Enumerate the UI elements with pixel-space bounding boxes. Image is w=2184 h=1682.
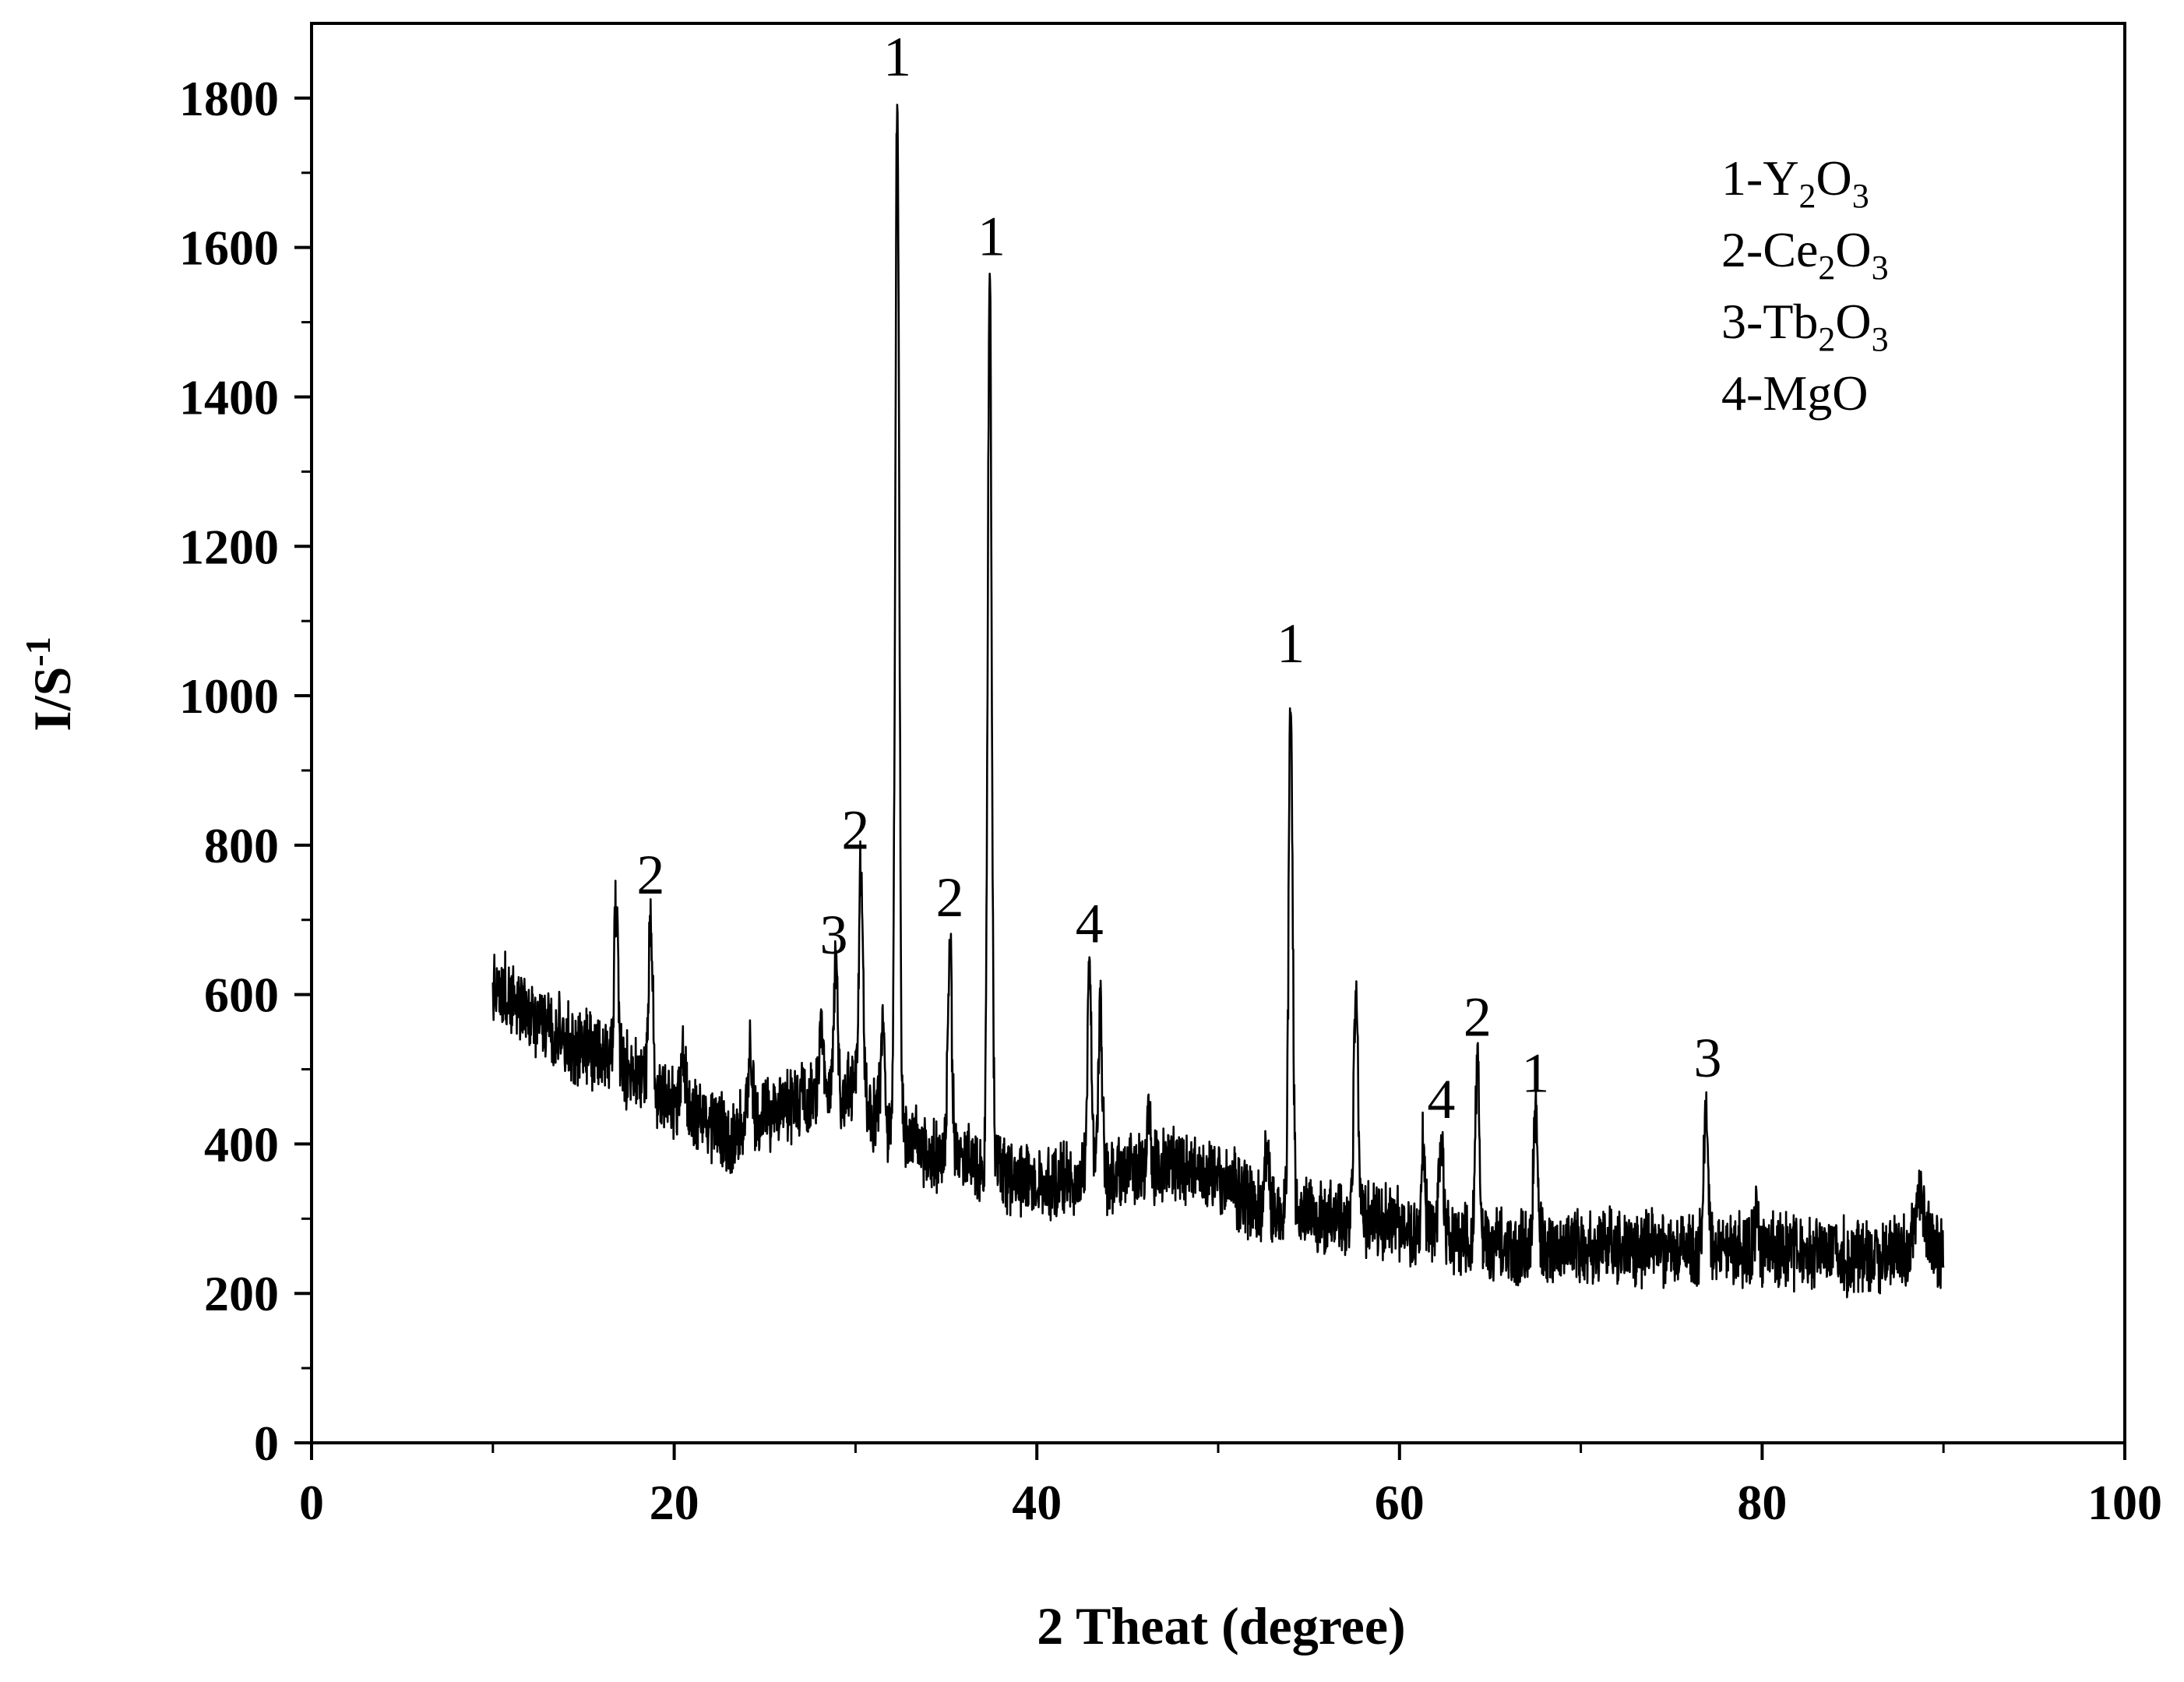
legend-entry-prefix: 2- bbox=[1721, 222, 1763, 277]
legend-entry-prefix: 1- bbox=[1721, 150, 1763, 206]
legend-entry: 2-Ce2O3 bbox=[1721, 222, 1889, 287]
peak-label: 2 bbox=[935, 866, 963, 929]
y-tick-label: 800 bbox=[204, 818, 279, 873]
x-tick-label: 60 bbox=[1375, 1475, 1425, 1530]
peak-label: 1 bbox=[978, 205, 1006, 267]
legend-formula-part: O bbox=[1816, 150, 1852, 206]
legend-subscript: 3 bbox=[1872, 320, 1889, 358]
legend-subscript: 3 bbox=[1872, 249, 1889, 287]
x-axis-ticks: 0 20 40 60 80 100 bbox=[299, 1443, 2162, 1530]
y-tick-label: 200 bbox=[204, 1266, 279, 1321]
x-axis-title: 2 Theat (degree) bbox=[1037, 1596, 1405, 1656]
peak-label: 3 bbox=[1694, 1027, 1722, 1089]
legend-entry-prefix: 3- bbox=[1721, 294, 1763, 349]
peak-label: 1 bbox=[1521, 1042, 1549, 1104]
series-layer bbox=[491, 104, 1945, 1299]
x-tick-label: 20 bbox=[650, 1475, 699, 1530]
y-axis-title-main: I/S bbox=[23, 667, 82, 732]
y-tick-label: 600 bbox=[204, 968, 279, 1023]
peak-label: 2 bbox=[1464, 986, 1492, 1048]
legend-entry: 4-MgO bbox=[1721, 365, 1868, 421]
y-axis-ticks: 0 200 400 600 800 1000 1200 1400 1600 1800 bbox=[179, 71, 312, 1471]
x-tick-label: 0 bbox=[299, 1475, 324, 1530]
y-axis-title-superscript: -1 bbox=[18, 636, 58, 666]
y-tick-label: 0 bbox=[254, 1416, 279, 1471]
legend-formula-part: O bbox=[1835, 294, 1871, 349]
legend-subscript: 2 bbox=[1818, 320, 1835, 358]
y-tick-label: 1400 bbox=[179, 369, 279, 425]
legend-entry: 1-Y2O3 bbox=[1721, 150, 1869, 215]
y-tick-label: 1800 bbox=[179, 71, 279, 126]
peak-label: 2 bbox=[636, 844, 664, 906]
xrd-series-line bbox=[491, 104, 1945, 1299]
x-tick-label: 100 bbox=[2087, 1475, 2162, 1530]
legend-formula-part: Y bbox=[1763, 150, 1798, 206]
legend-entry: 3-Tb2O3 bbox=[1721, 294, 1889, 358]
x-tick-label: 40 bbox=[1012, 1475, 1062, 1530]
y-tick-label: 1000 bbox=[179, 668, 279, 724]
legend-subscript: 2 bbox=[1799, 177, 1816, 215]
legend-formula-part: Tb bbox=[1763, 294, 1818, 349]
x-tick-label: 80 bbox=[1737, 1475, 1787, 1530]
legend-entry-prefix: 4- bbox=[1721, 365, 1763, 421]
y-tick-label: 1200 bbox=[179, 519, 279, 574]
peak-label: 1 bbox=[883, 26, 911, 88]
legend-subscript: 3 bbox=[1852, 177, 1869, 215]
y-tick-label: 1600 bbox=[179, 220, 279, 276]
legend-formula-part: MgO bbox=[1763, 365, 1868, 421]
legend-formula-part: O bbox=[1835, 222, 1871, 277]
peak-label: 4 bbox=[1076, 893, 1104, 955]
peak-label: 1 bbox=[1277, 612, 1305, 675]
y-tick-label: 400 bbox=[204, 1116, 279, 1172]
legend-formula-part: Ce bbox=[1763, 222, 1818, 277]
y-axis-title: I/S-1 bbox=[18, 636, 82, 732]
legend-subscript: 2 bbox=[1818, 249, 1835, 287]
peak-label: 3 bbox=[819, 904, 847, 966]
peak-label: 2 bbox=[841, 799, 869, 862]
peak-label: 4 bbox=[1427, 1068, 1455, 1130]
